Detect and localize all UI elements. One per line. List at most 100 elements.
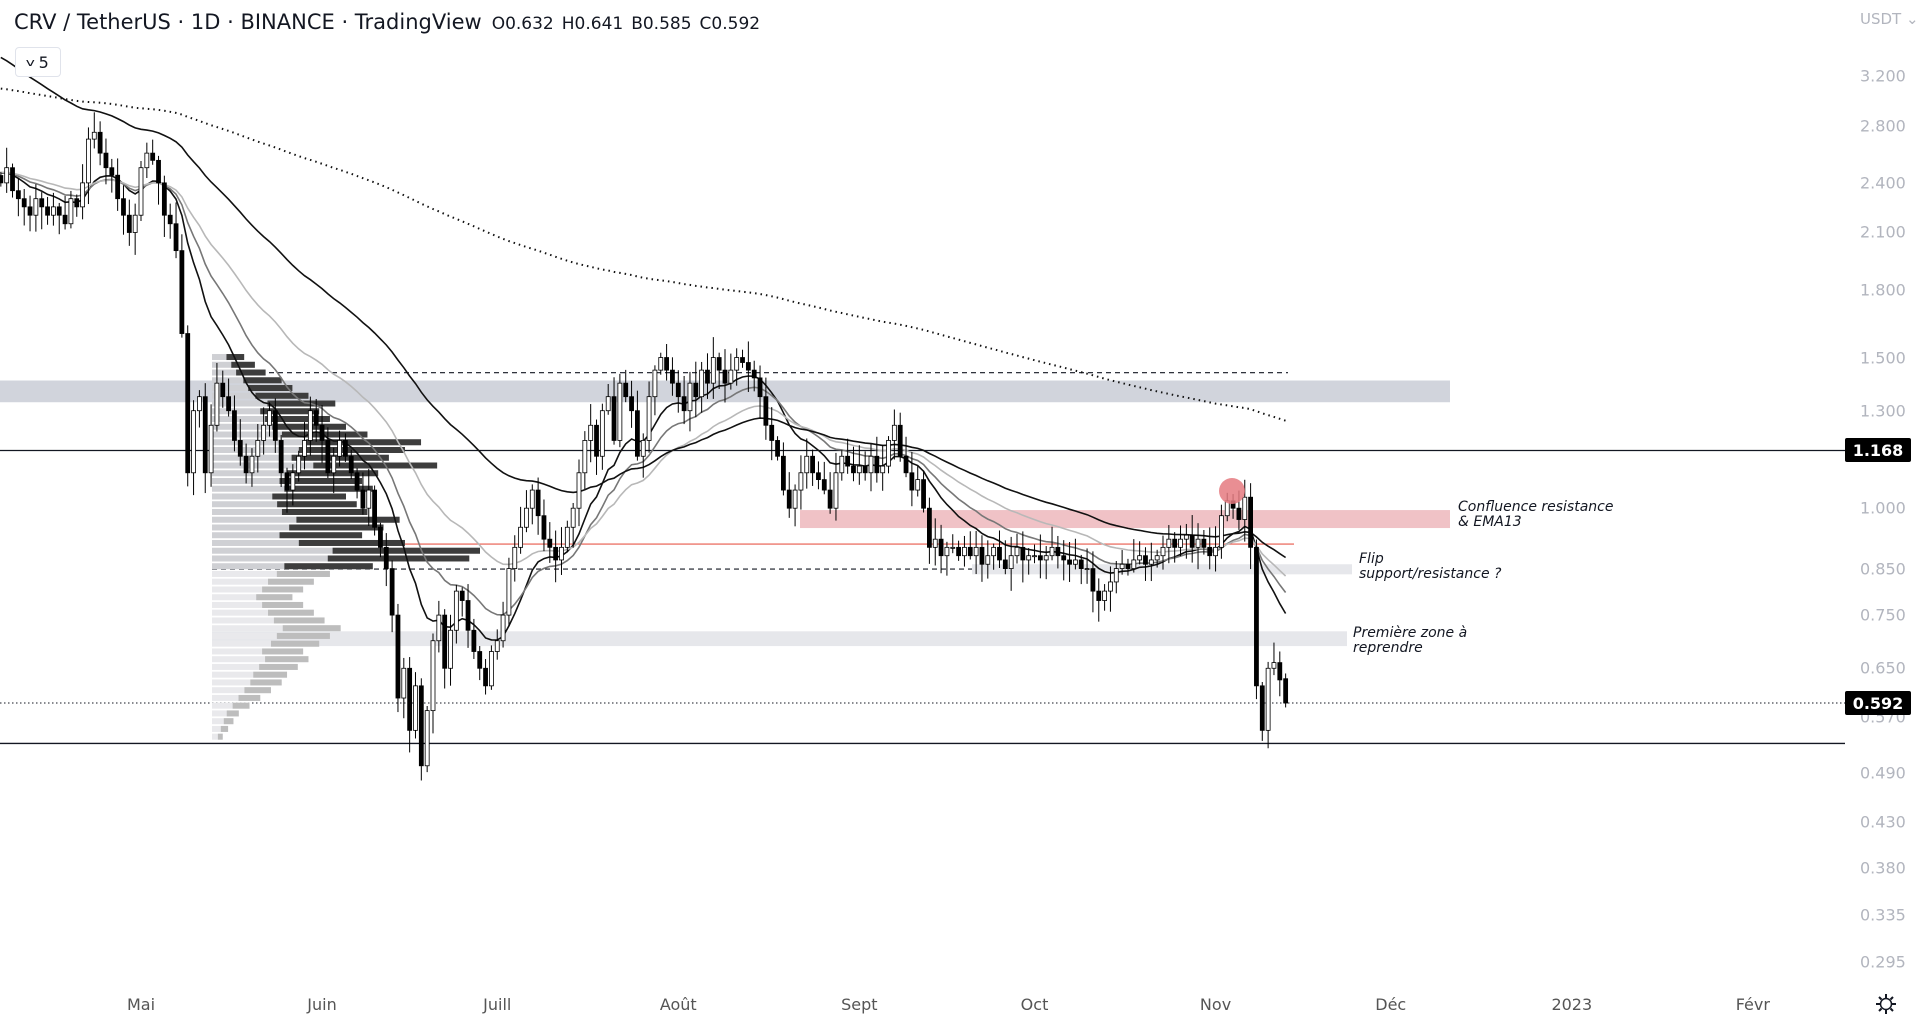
candle-body-down	[10, 167, 15, 192]
price-tick-label: 0.295	[1860, 952, 1906, 972]
candle-body-down	[471, 629, 477, 652]
candle-body-down	[74, 198, 80, 208]
candle-body-down	[535, 489, 541, 517]
candle-body-down	[483, 667, 488, 687]
candle-body-down	[827, 489, 833, 509]
candle	[529, 484, 535, 525]
candle	[564, 520, 570, 553]
volume-profile-bar-delta	[306, 439, 422, 446]
candle	[418, 678, 424, 781]
symbol-title[interactable]: CRV / TetherUS · 1D · BINANCE · TradingV…	[14, 10, 482, 34]
candle	[775, 436, 780, 461]
candle-body-up	[1166, 538, 1172, 548]
candle	[1073, 538, 1078, 570]
candle	[763, 377, 769, 440]
volume-profile-bar-delta	[313, 462, 438, 469]
candle	[33, 184, 39, 232]
candle-body-down	[313, 410, 319, 426]
candle	[1002, 540, 1008, 575]
candle	[395, 603, 401, 713]
candle-body-down	[226, 396, 232, 412]
candle	[471, 618, 477, 659]
volume-profile-bar-delta	[298, 539, 405, 546]
currency-selector[interactable]: USDT ⌄	[1860, 10, 1919, 28]
price-tick-label: 1.300	[1860, 401, 1906, 421]
candle	[121, 185, 126, 235]
candle	[658, 352, 664, 375]
candle-body-up	[1271, 662, 1277, 669]
volume-profile-bar-total	[212, 656, 309, 663]
candle	[745, 341, 751, 392]
volume-profile-bar-delta	[268, 578, 314, 585]
candle-body-up	[582, 440, 588, 474]
candle-body-down	[1067, 559, 1072, 565]
volume-profile-bar-total	[212, 725, 229, 732]
candle-body-down	[395, 614, 401, 699]
candle-body-up	[366, 489, 372, 509]
candle-body-down	[220, 382, 226, 398]
volume-profile-bar-delta	[279, 477, 363, 484]
candle	[588, 404, 594, 463]
candle	[728, 353, 734, 390]
volume-profile-bar-delta	[270, 640, 320, 647]
candle-body-up	[617, 382, 623, 441]
candle-body-down	[716, 357, 722, 371]
candle-body-up	[1242, 496, 1248, 520]
candle-body-down	[126, 214, 132, 233]
premiere-note[interactable]: Première zone à reprendre	[1353, 625, 1468, 656]
candle-body-up	[453, 590, 459, 631]
volume-profile-bar-total	[212, 609, 314, 616]
candle-body-up	[605, 396, 611, 412]
candle-body-down	[56, 206, 62, 216]
candle-body-down	[1143, 555, 1148, 565]
candle	[582, 431, 588, 490]
candle-body-down	[1189, 534, 1195, 548]
candle-body-down	[611, 396, 617, 441]
candle	[874, 436, 880, 483]
candle	[15, 177, 21, 217]
candle-body-up	[891, 424, 897, 441]
candle-body-up	[518, 526, 523, 548]
candle-body-down	[1096, 590, 1102, 601]
candle-body-up	[1148, 559, 1154, 565]
candle	[500, 601, 506, 648]
candle-body-up	[658, 357, 664, 371]
candle	[115, 158, 121, 211]
candle-body-down	[150, 152, 156, 161]
candle-body-up	[1160, 546, 1166, 557]
volume-profile-bar-delta	[226, 354, 245, 361]
volume-profile-bar	[212, 385, 293, 392]
candle	[1271, 642, 1277, 676]
candle	[868, 444, 874, 492]
candle-body-up	[430, 640, 436, 712]
candle	[1090, 551, 1096, 613]
candle-body-down	[821, 479, 827, 491]
candle-body-down	[1248, 496, 1253, 548]
candle	[243, 443, 249, 484]
volume-profile-bar	[212, 694, 261, 701]
candle-body-up	[699, 369, 705, 398]
flip-note[interactable]: Flip support/resistance ?	[1359, 551, 1502, 582]
candle-body-down	[202, 396, 208, 474]
volume-profile-bar-delta	[220, 725, 229, 732]
candle	[1008, 536, 1014, 591]
volume-profile-bar	[212, 354, 245, 361]
confluence-note[interactable]: Confluence resistance & EMA13	[1458, 499, 1614, 530]
candle	[635, 390, 640, 461]
candle-body-down	[0, 175, 4, 184]
candle	[956, 540, 961, 561]
volume-profile-bar	[212, 733, 223, 740]
candle-body-up	[985, 555, 991, 565]
gear-icon[interactable]	[1875, 993, 1897, 1015]
candle	[278, 434, 284, 487]
candle-body-down	[1125, 563, 1131, 569]
candle-body-up	[302, 440, 307, 457]
indicators-toggle-button[interactable]: v 5	[15, 47, 61, 77]
candle	[1183, 523, 1189, 559]
candle	[827, 472, 833, 514]
candle-body-up	[1049, 546, 1055, 557]
candle-body-up	[886, 440, 891, 467]
candle-body-up	[856, 465, 862, 474]
candle-body-up	[401, 667, 407, 699]
